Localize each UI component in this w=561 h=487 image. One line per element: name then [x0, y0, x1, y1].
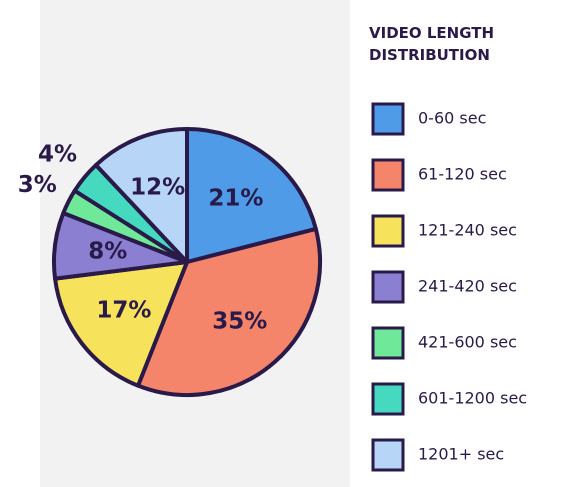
- data-label: 8%: [88, 238, 127, 264]
- legend-swatch: [371, 270, 405, 304]
- pie-slice: [136, 226, 322, 397]
- legend-label: 601-1200 sec: [418, 389, 527, 408]
- legend-label: 121-240 sec: [418, 221, 517, 240]
- data-label: 4%: [38, 141, 77, 167]
- legend-label: 1201+ sec: [418, 445, 504, 464]
- data-label: 17%: [96, 297, 151, 323]
- data-label: 35%: [212, 308, 267, 334]
- pie-slice: [185, 127, 318, 264]
- data-label: 12%: [130, 174, 185, 200]
- legend-label: 241-420 sec: [418, 277, 517, 296]
- pie-slice: [53, 260, 189, 388]
- legend-swatch: [371, 326, 405, 360]
- legend-swatch: [371, 438, 405, 472]
- legend-swatch: [371, 214, 405, 248]
- legend-label: 61-120 sec: [418, 165, 507, 184]
- chart-title: VIDEO LENGTH DISTRIBUTION: [369, 24, 495, 64]
- legend-swatch: [371, 102, 405, 136]
- data-label: 21%: [208, 185, 263, 211]
- data-label: 3%: [18, 172, 57, 198]
- legend-swatch: [371, 382, 405, 416]
- legend-label: 421-600 sec: [418, 333, 517, 352]
- legend-swatch: [371, 158, 405, 192]
- pie-slice: [93, 127, 189, 264]
- legend-label: 0-60 sec: [418, 109, 486, 128]
